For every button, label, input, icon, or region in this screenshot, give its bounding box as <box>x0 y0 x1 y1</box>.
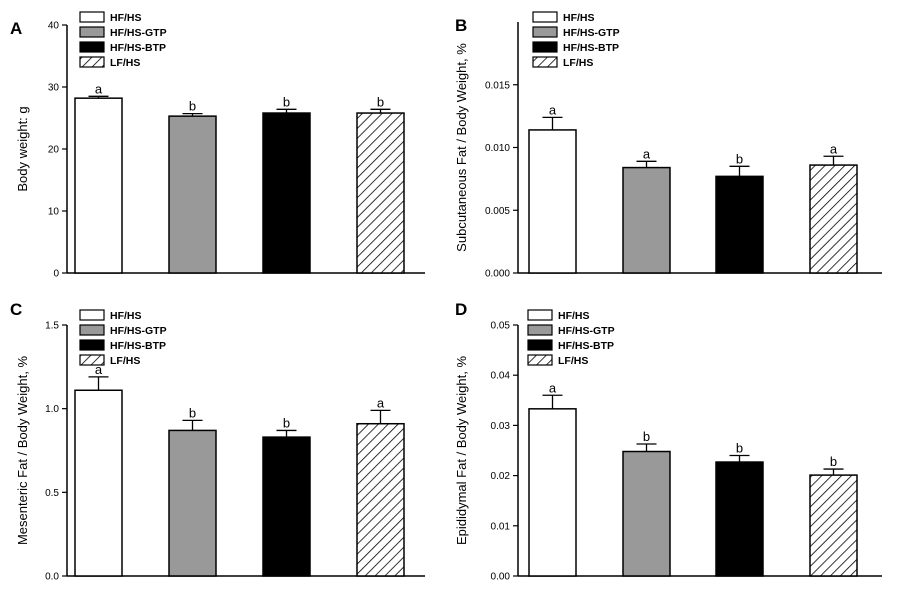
significance-label: a <box>95 362 103 377</box>
y-tick-label: 10 <box>48 207 60 218</box>
bar-3 <box>262 112 311 274</box>
y-tick-label: 0.02 <box>491 471 511 482</box>
legend-label: HF/HS <box>558 310 590 322</box>
y-tick-label: 0.015 <box>485 80 510 91</box>
legend-swatch <box>79 339 105 351</box>
y-axis-label: Mesenteric Fat / Body Weight, % <box>15 356 30 545</box>
y-tick-label: 30 <box>48 83 60 94</box>
legend-swatch <box>79 309 105 321</box>
chart-panel-a: A 0 10 20 30 40 Body weight: g a b b b HF/HS HF/HS-G… <box>10 11 425 280</box>
panel-label: C <box>10 300 22 319</box>
y-tick-label: 0 <box>53 269 59 280</box>
legend-label: HF/HS-BTP <box>110 340 166 352</box>
bar-2 <box>622 450 671 577</box>
legend-label: LF/HS <box>110 355 140 367</box>
significance-label: b <box>830 454 837 469</box>
y-axis-label: Subcutaneous Fat / Body Weight, % <box>454 43 469 252</box>
legend-swatch <box>79 56 105 68</box>
bar-1 <box>528 408 577 577</box>
legend-swatch <box>527 354 553 366</box>
legend-label: LF/HS <box>110 57 140 69</box>
legend-label: HF/HS-BTP <box>563 42 619 54</box>
bar-3 <box>715 175 764 274</box>
significance-label: b <box>189 99 196 114</box>
legend-label: LF/HS <box>558 355 588 367</box>
significance-label: a <box>549 102 557 117</box>
panel-label: A <box>10 19 22 38</box>
legend-swatch <box>527 324 553 336</box>
y-axis-label: Epididymal Fat / Body Weight, % <box>454 356 469 546</box>
bar-4 <box>809 474 858 577</box>
y-tick-label: 0.00 <box>491 572 511 583</box>
significance-label: b <box>736 441 743 456</box>
y-tick-label: 0.010 <box>485 143 510 154</box>
legend-swatch <box>532 26 558 38</box>
y-tick-label: 1.0 <box>45 404 59 415</box>
chart-panel-b: B 0.000 0.005 0.010 0.015 Subcutaneous Fat / … <box>454 11 882 280</box>
y-tick-label: 0.01 <box>491 521 511 532</box>
legend-swatch <box>79 26 105 38</box>
significance-label: b <box>736 151 743 166</box>
y-tick-label: 40 <box>48 21 60 32</box>
chart-panel-c: C 0.0 0.5 1.0 1.5 Mesenteric Fat / Body Weigh… <box>10 300 425 583</box>
legend-swatch <box>532 41 558 53</box>
significance-label: a <box>643 146 651 161</box>
bar-4 <box>809 164 858 274</box>
significance-label: a <box>549 380 557 395</box>
legend-swatch <box>532 11 558 23</box>
y-tick-label: 0.000 <box>485 269 510 280</box>
y-tick-label: 0.5 <box>45 488 59 499</box>
bar-2 <box>168 115 217 274</box>
y-tick-label: 0.005 <box>485 206 510 217</box>
bar-2 <box>168 429 217 577</box>
legend-label: HF/HS-GTP <box>110 27 167 39</box>
y-tick-label: 1.5 <box>45 321 59 332</box>
bar-2 <box>622 166 671 274</box>
legend-label: HF/HS <box>563 12 595 24</box>
legend-label: HF/HS-GTP <box>558 325 615 337</box>
legend-swatch <box>79 41 105 53</box>
significance-label: a <box>830 141 838 156</box>
bar-4 <box>356 112 405 274</box>
bar-1 <box>528 129 577 274</box>
chart-panel-d: D 0.00 0.01 0.02 0.03 0.04 0.05 Epididymal Fat … <box>454 300 882 583</box>
legend-swatch <box>79 354 105 366</box>
legend-swatch <box>79 324 105 336</box>
significance-label: b <box>189 405 196 420</box>
legend-swatch <box>532 56 558 68</box>
legend-label: HF/HS <box>110 310 142 322</box>
legend-swatch <box>79 11 105 23</box>
y-tick-label: 20 <box>48 145 60 156</box>
y-tick-label: 0.04 <box>491 371 511 382</box>
legend-label: HF/HS-GTP <box>110 325 167 337</box>
bar-1 <box>74 389 123 577</box>
significance-label: b <box>377 94 384 109</box>
significance-label: b <box>283 415 290 430</box>
legend-swatch <box>527 309 553 321</box>
legend-label: HF/HS-BTP <box>110 42 166 54</box>
y-tick-label: 0.03 <box>491 421 511 432</box>
bar-3 <box>262 436 311 577</box>
bar-3 <box>715 461 764 577</box>
significance-label: a <box>377 395 385 410</box>
bar-4 <box>356 422 405 577</box>
legend-swatch <box>527 339 553 351</box>
panel-label: B <box>455 16 467 35</box>
bar-1 <box>74 97 123 274</box>
y-tick-label: 0.0 <box>45 572 59 583</box>
legend-label: HF/HS <box>110 12 142 24</box>
significance-label: a <box>95 81 103 96</box>
y-axis-label: Body weight: g <box>15 106 30 191</box>
legend-label: HF/HS-GTP <box>563 27 620 39</box>
panel-label: D <box>455 300 467 319</box>
significance-label: b <box>643 429 650 444</box>
legend-label: HF/HS-BTP <box>558 340 614 352</box>
significance-label: b <box>283 94 290 109</box>
y-tick-label: 0.05 <box>491 321 511 332</box>
legend-label: LF/HS <box>563 57 593 69</box>
